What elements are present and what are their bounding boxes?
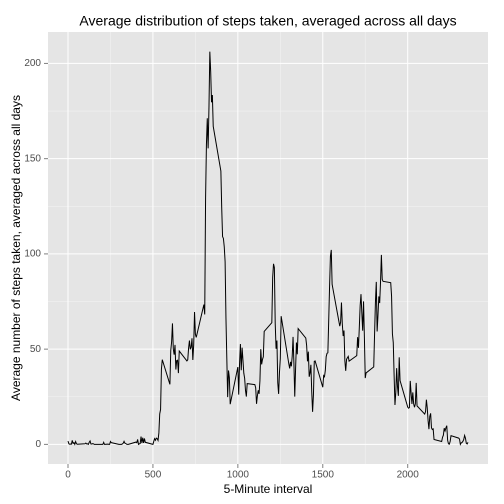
y-axis-label: Average number of steps taken, averaged … [9, 95, 23, 401]
x-tick-label: 2000 [397, 470, 420, 481]
panel [48, 32, 488, 464]
x-tick-label: 0 [65, 470, 71, 481]
chart-title: Average distribution of steps taken, ave… [79, 13, 456, 29]
y-tick-label: 200 [24, 58, 41, 69]
y-tick-label: 150 [24, 153, 41, 164]
y-tick-label: 100 [24, 249, 41, 260]
y-tick-label: 0 [35, 439, 41, 450]
data-line [67, 51, 469, 446]
x-tick-label: 1000 [227, 470, 250, 481]
x-tick-label: 500 [145, 470, 162, 481]
x-axis-label: 5-Minute interval [224, 482, 313, 496]
x-tick-label: 1500 [312, 470, 335, 481]
y-tick-label: 50 [30, 344, 42, 355]
